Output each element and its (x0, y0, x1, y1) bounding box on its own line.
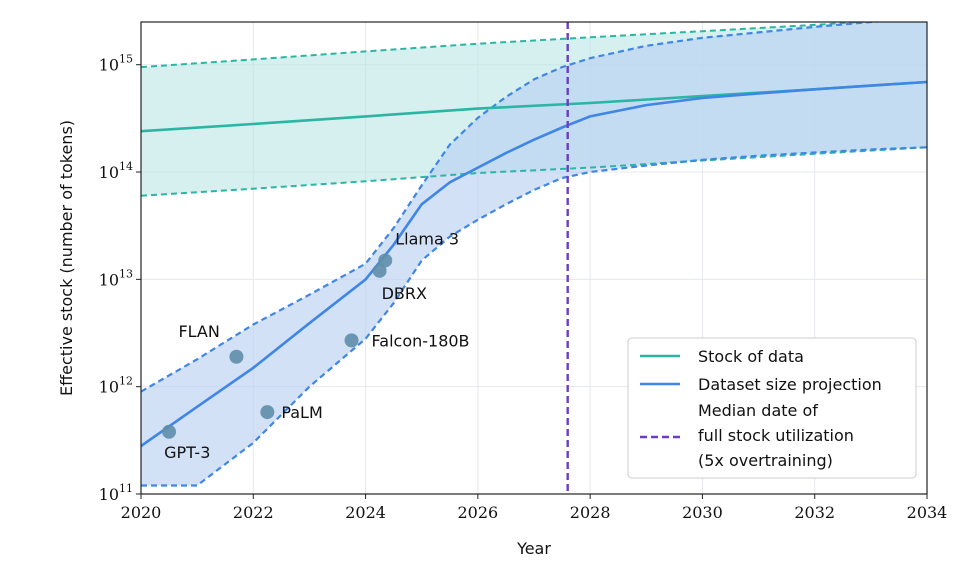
model-point (260, 405, 275, 420)
x-tick-label: 2028 (570, 503, 611, 522)
line-layer (141, 22, 927, 494)
legend-label: Median date of (698, 401, 818, 420)
stock-upper-bound-line (141, 22, 875, 69)
dataset-size-projection-line (141, 80, 927, 448)
model-point (344, 333, 359, 348)
model-point-label: GPT-3 (164, 443, 210, 462)
y-tick-label: 1014 (99, 160, 133, 182)
legend: Stock of data Dataset size projection Medi… (627, 337, 917, 479)
model-point-label: FLAN (178, 322, 219, 341)
point-layer: GPT-3 FLAN PaLM Falcon-180B DBRX Llama 3 (162, 229, 470, 462)
band-layer (141, 22, 927, 486)
legend-label: Dataset size projection (698, 375, 882, 394)
x-tick-label: 2026 (457, 503, 498, 522)
x-tick-label: 2034 (907, 503, 948, 522)
y-tick-label: 1011 (99, 482, 133, 504)
x-tick-label: 2020 (121, 503, 162, 522)
stock-lower-bound-line (141, 146, 927, 197)
legend-label: full stock utilization (698, 426, 854, 445)
projection-uncertainty-band (141, 22, 927, 486)
x-tick-label: 2032 (794, 503, 835, 522)
legend-label: (5x overtraining) (698, 451, 833, 470)
model-point (162, 424, 177, 439)
y-tick-label: 1015 (99, 53, 133, 75)
legend-label: Stock of data (698, 347, 804, 366)
y-tick-label: 1013 (99, 267, 133, 289)
plot-frame (140, 21, 928, 495)
model-point-label: Falcon-180B (372, 331, 470, 350)
model-point (229, 349, 244, 364)
legend-box (627, 337, 917, 479)
model-point-label: PaLM (281, 403, 322, 422)
x-tick-label: 2024 (345, 503, 386, 522)
model-point (372, 263, 387, 278)
projection-upper-bound-line (141, 22, 885, 393)
x-tick-label: 2022 (233, 503, 274, 522)
model-point-label: DBRX (382, 284, 427, 303)
x-tick-label: 2030 (682, 503, 723, 522)
tick-layer: 2020 2022 2024 2026 2028 2030 2032 2034 1011 1012… (99, 53, 948, 522)
y-tick-label: 1012 (99, 375, 133, 397)
model-point (378, 253, 393, 268)
x-axis-label: Year (516, 539, 551, 558)
model-point-label: Llama 3 (395, 229, 459, 248)
y-axis-label: Effective stock (number of tokens) (57, 120, 76, 396)
